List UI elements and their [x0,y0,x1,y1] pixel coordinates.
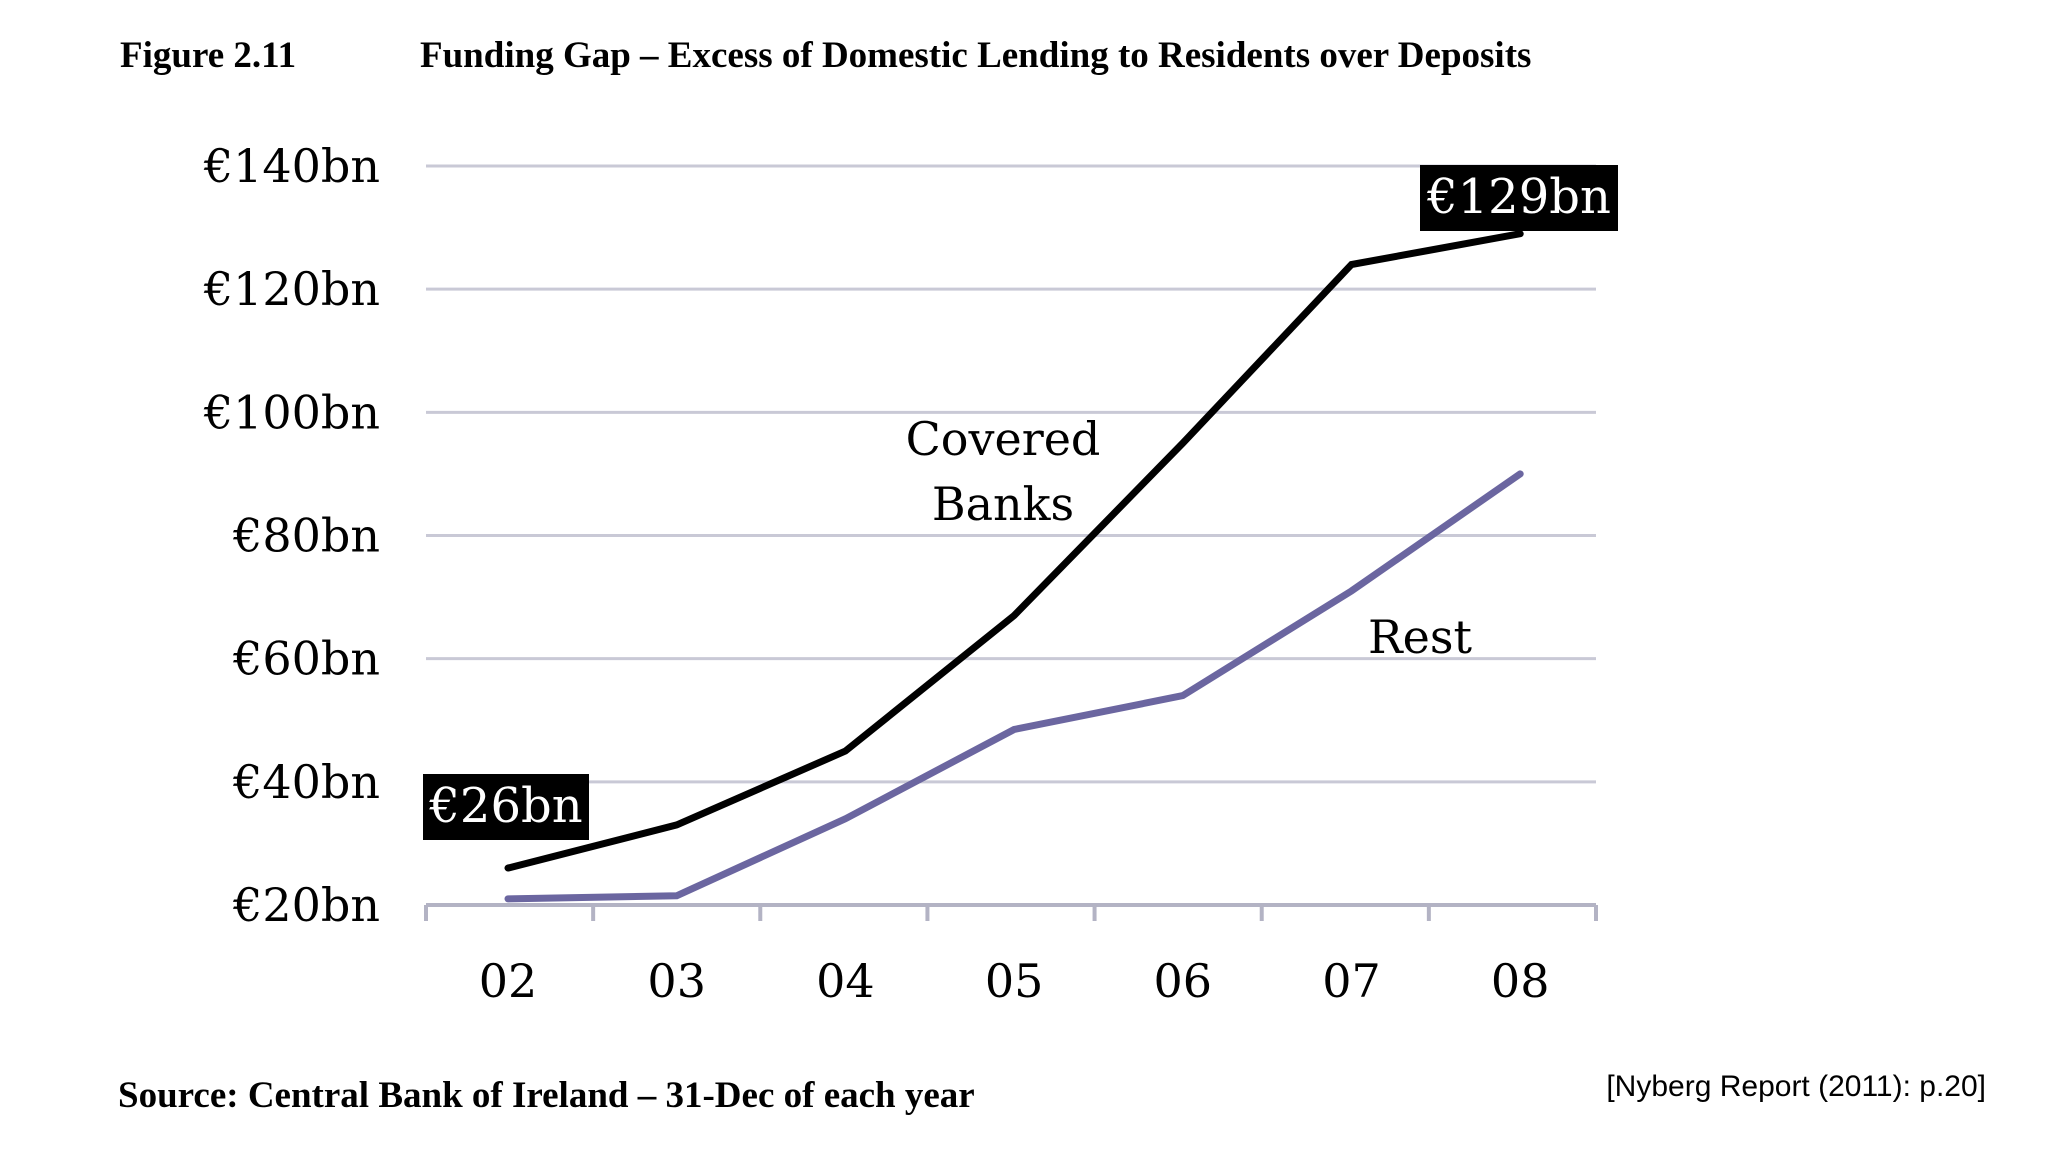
series-line-covered-banks [504,230,1524,872]
x-axis [424,903,1598,921]
y-tick-label: €60bn [232,632,380,686]
y-tick-label: €80bn [232,509,380,563]
series-labels: Covered Banks Rest [906,412,1473,664]
series-label-rest: Rest [1368,610,1472,664]
y-tick-label: €40bn [232,755,380,809]
chart-title: Funding Gap – Excess of Domestic Lending… [420,35,1532,76]
x-tick-label: 06 [1154,954,1213,1008]
x-tick-label: 04 [816,954,875,1008]
x-axis-tick-labels: 02 03 04 05 06 07 08 [479,954,1550,1008]
y-tick-label: €140bn [203,139,380,193]
series-line-rest [504,470,1524,903]
series-label-covered-banks: Covered [906,412,1101,466]
source-note: Source: Central Bank of Ireland – 31-Dec… [118,1075,975,1116]
x-tick-label: 05 [985,954,1044,1008]
x-tick-label: 02 [479,954,538,1008]
callouts: €26bn €129bn [423,165,1618,840]
y-axis-tick-labels: €20bn €40bn €60bn €80bn €100bn €120bn €140bn [203,139,380,932]
gridlines [426,164,1596,784]
series-label-covered-banks: Banks [932,477,1074,531]
y-tick-label: €20bn [232,878,380,932]
callout-box [1420,165,1618,231]
x-tick-label: 08 [1491,954,1550,1008]
callout-label: €26bn [428,778,582,834]
y-tick-label: €120bn [203,262,380,316]
figure-number: Figure 2.11 [120,35,297,76]
callout-label: €129bn [1426,169,1611,225]
x-tick-label: 07 [1322,954,1381,1008]
y-tick-label: €100bn [203,385,380,439]
citation: [Nyberg Report (2011): p.20] [1606,1070,1986,1103]
x-tick-label: 03 [647,954,706,1008]
callout-box [423,774,589,840]
series-lines [504,230,1524,903]
